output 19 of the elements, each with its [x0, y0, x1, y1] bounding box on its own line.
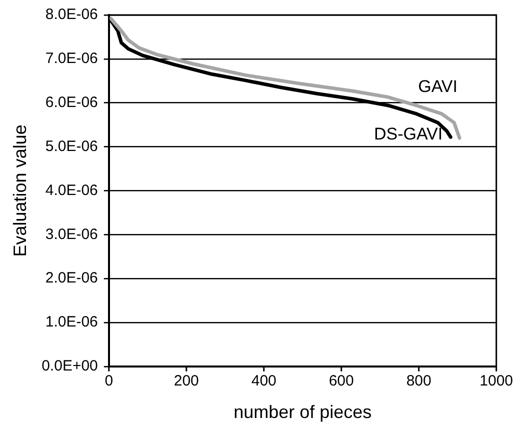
y-tick-label: 4.0E-06 — [45, 182, 98, 199]
y-tick-label: 2.0E-06 — [45, 270, 98, 287]
y-tick-label: 0.0E+00 — [42, 358, 98, 375]
y-tick-label: 6.0E-06 — [45, 94, 98, 111]
series-label: GAVI — [418, 77, 458, 96]
x-tick-label: 600 — [328, 372, 354, 390]
y-tick-label: 1.0E-06 — [45, 314, 98, 331]
y-tick-label: 3.0E-06 — [45, 226, 98, 243]
x-tick-label: 800 — [406, 372, 432, 390]
y-tick-label: 5.0E-06 — [45, 138, 98, 155]
series-label: DS-GAVI — [374, 124, 443, 144]
x-tick-label: 0 — [104, 372, 114, 390]
y-tick-label: 8.0E-06 — [45, 6, 98, 24]
y-axis-title: Evaluation value — [10, 124, 30, 257]
x-tick-label: 1000 — [480, 372, 514, 390]
x-axis-title: number of pieces — [234, 402, 372, 422]
y-tick-label: 7.0E-06 — [45, 50, 98, 68]
x-tick-label: 400 — [251, 372, 276, 390]
x-tick-label: 200 — [174, 372, 199, 390]
